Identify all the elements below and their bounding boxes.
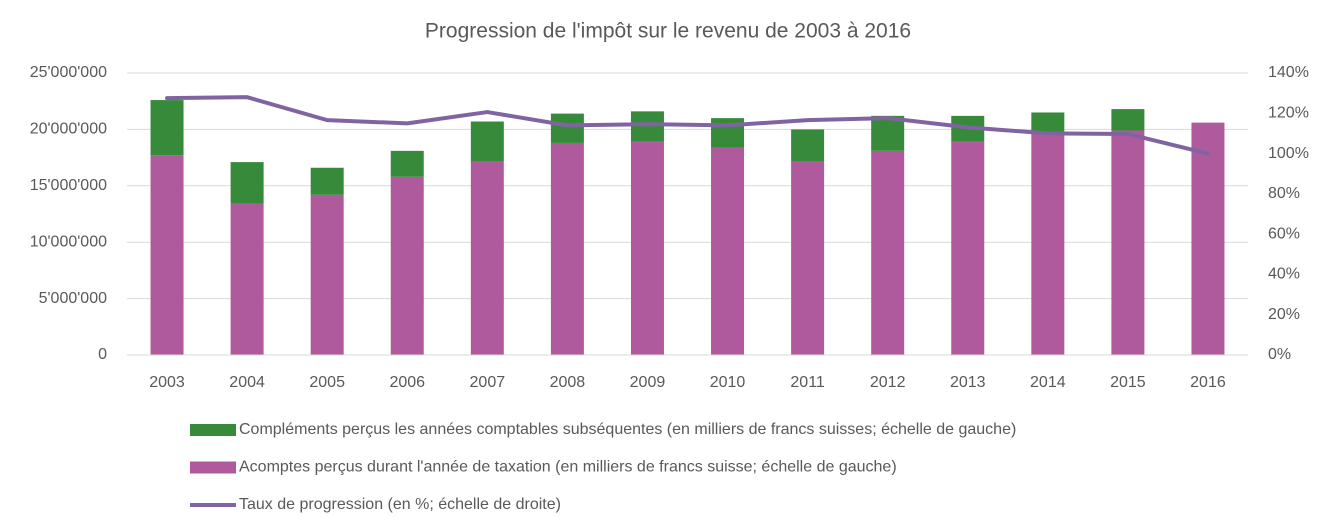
bar-segment: [230, 162, 264, 204]
bar-segment: [1111, 130, 1145, 355]
x-tick-label: 2008: [550, 374, 586, 391]
bar-segment: [310, 194, 344, 355]
x-tick-label: 2007: [470, 374, 506, 391]
y-tick-label: 0: [98, 346, 107, 363]
x-tick-label: 2016: [1190, 374, 1226, 391]
legend-label: Compléments perçus les années comptables…: [239, 421, 1016, 438]
bar-segment: [390, 176, 424, 355]
bar-segment: [1031, 132, 1065, 355]
bar-segment: [310, 167, 344, 195]
y2-tick-label: 120%: [1268, 105, 1309, 122]
chart-title: Progression de l'impôt sur le revenu de …: [425, 20, 911, 43]
y-tick-label: 20'000'000: [30, 121, 107, 138]
bar-segment: [871, 115, 905, 151]
y2-tick-label: 60%: [1268, 225, 1300, 242]
bar-segment: [871, 150, 905, 355]
x-tick-label: 2006: [389, 374, 425, 391]
bar-segment: [630, 141, 664, 355]
bar-segment: [470, 121, 504, 161]
bar-segment: [550, 113, 584, 143]
bar-segment: [150, 155, 184, 355]
y-tick-label: 25'000'000: [30, 64, 107, 81]
x-tick-label: 2010: [710, 374, 746, 391]
bar-segment: [470, 160, 504, 355]
x-tick-label: 2005: [309, 374, 345, 391]
x-tick-label: 2012: [870, 374, 906, 391]
x-tick-label: 2011: [790, 374, 825, 391]
legend-label: Taux de progression (en %; échelle de dr…: [239, 496, 561, 513]
x-tick-label: 2015: [1110, 374, 1146, 391]
bar-segment: [711, 147, 745, 355]
bar-segment: [791, 160, 825, 355]
x-tick-label: 2013: [950, 374, 986, 391]
x-tick-label: 2004: [229, 374, 265, 391]
y2-tick-label: 20%: [1268, 306, 1300, 323]
bar-segment: [711, 118, 745, 148]
y2-tick-label: 100%: [1268, 145, 1309, 162]
legend-swatch: [190, 461, 236, 474]
y2-tick-label: 40%: [1268, 266, 1300, 283]
y-tick-label: 15'000'000: [30, 177, 107, 194]
bar-segment: [1111, 109, 1145, 131]
bar-segment: [230, 203, 264, 355]
x-tick-label: 2009: [630, 374, 666, 391]
x-tick-label: 2003: [149, 374, 185, 391]
bar-segment: [1031, 112, 1065, 133]
bar-segment: [550, 142, 584, 355]
legend-label: Acomptes perçus durant l'année de taxati…: [239, 459, 897, 476]
y-tick-label: 10'000'000: [30, 233, 107, 250]
bar-segment: [791, 129, 825, 161]
legend-swatch: [190, 424, 236, 436]
y2-tick-label: 0%: [1268, 346, 1291, 363]
bar-segment: [951, 141, 985, 355]
y2-tick-label: 140%: [1268, 64, 1309, 81]
y2-tick-label: 80%: [1268, 185, 1300, 202]
x-tick-label: 2014: [1030, 374, 1066, 391]
bar-segment: [1191, 122, 1225, 355]
bar-segment: [150, 100, 184, 156]
bar-segment: [630, 111, 664, 142]
y-tick-label: 5'000'000: [39, 290, 108, 307]
bar-segment: [390, 150, 424, 177]
line-series: [165, 95, 1210, 156]
